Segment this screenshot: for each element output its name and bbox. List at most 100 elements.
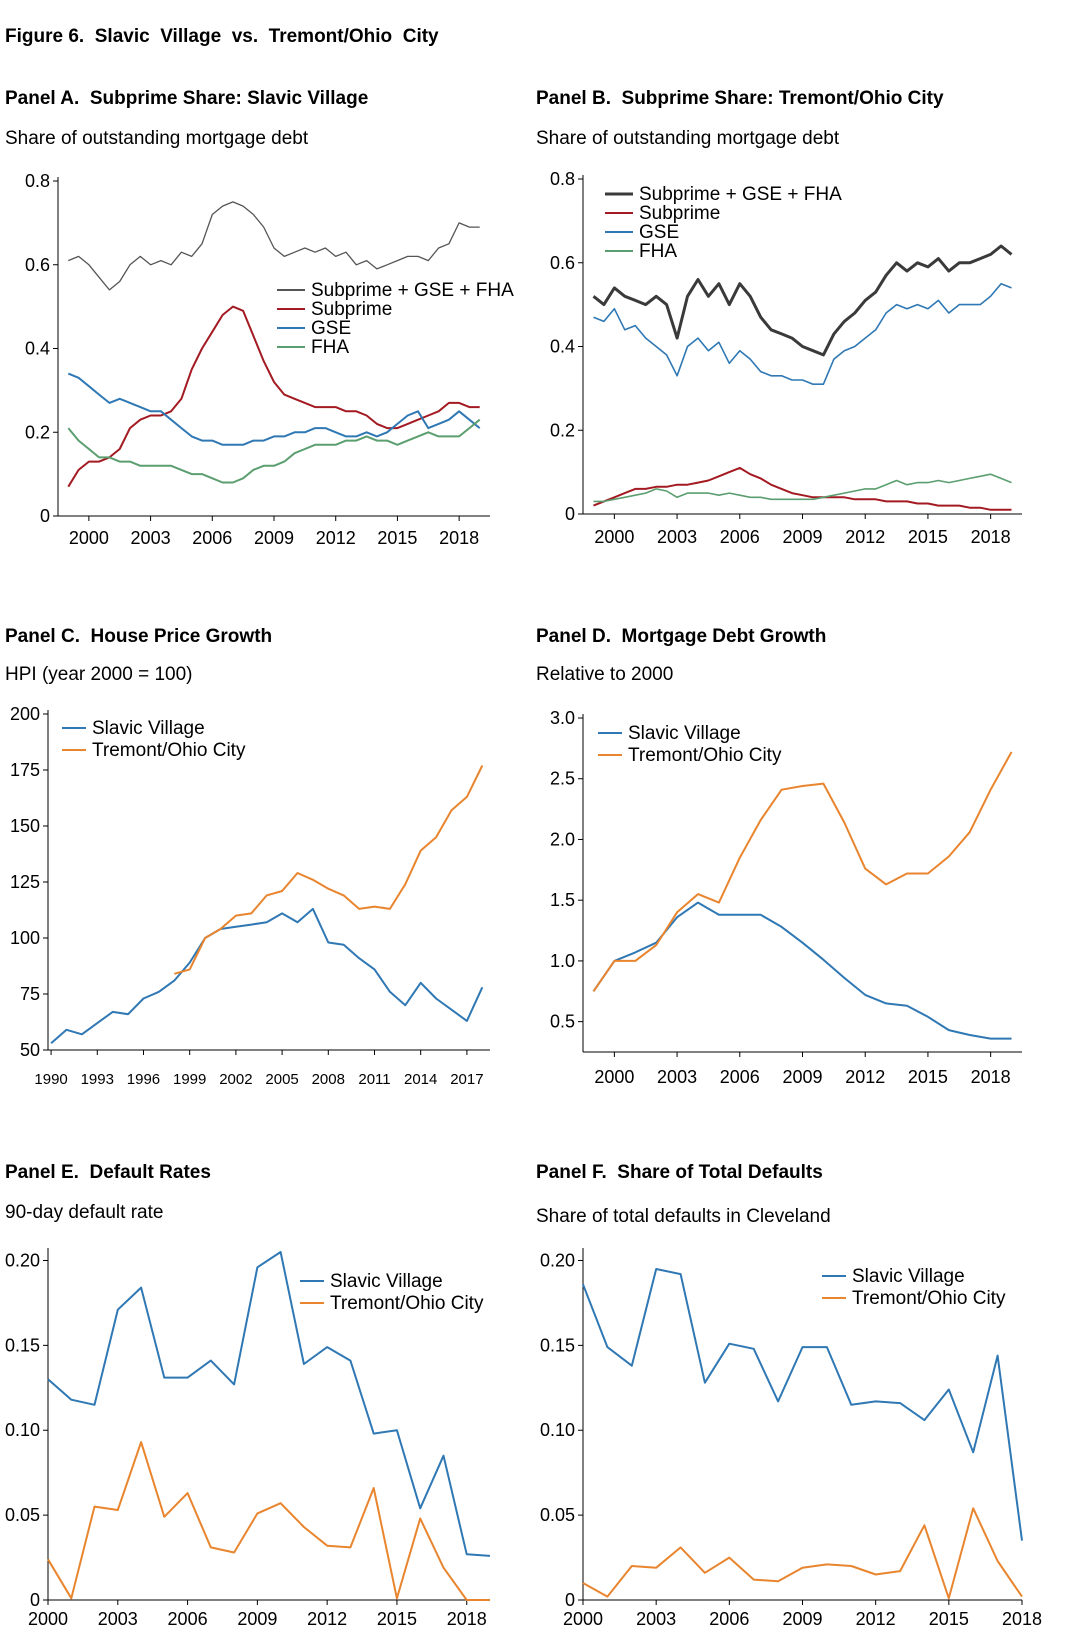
panel-e-x-tick-label: 2009 [237, 1609, 277, 1629]
panel-f-legend-label: Tremont/Ohio City [852, 1288, 1006, 1309]
panel-c-x-tick-label: 2005 [265, 1071, 298, 1088]
panel-c-y-tick-label: 100 [10, 928, 40, 948]
panel-e-x-tick-label: 2018 [447, 1609, 487, 1629]
panel-b-legend-label: FHA [639, 241, 677, 262]
panel-f-x-tick-label: 2009 [782, 1609, 822, 1629]
panel-e-legend-label: Slavic Village [330, 1271, 443, 1292]
panel-e-y-tick-label: 0 [30, 1590, 40, 1610]
panel-e-x-tick-label: 2012 [307, 1609, 347, 1629]
panel-b-y-tick-label: 0 [565, 504, 575, 524]
panel-e-title: Panel E. Default Rates [5, 1162, 211, 1183]
panel-e-y-tick-label: 0.05 [5, 1505, 40, 1525]
panel-c-y-tick-label: 175 [10, 760, 40, 780]
panel-f-y-tick-label: 0.20 [540, 1250, 575, 1270]
panel-b-x-tick-label: 2003 [657, 527, 697, 547]
panel-f-x-tick-label: 2006 [709, 1609, 749, 1629]
panel-a-legend-label: Subprime [311, 299, 392, 320]
panel-d-x-tick-label: 2006 [720, 1067, 760, 1087]
panel-c-legend-label: Tremont/Ohio City [92, 740, 246, 761]
panel-d-y-tick-label: 1.0 [550, 951, 575, 971]
panel-b-x-tick-label: 2009 [782, 527, 822, 547]
panel-e-x-tick-label: 2003 [98, 1609, 138, 1629]
panel-a-x-tick-label: 2015 [377, 528, 417, 548]
panel-b-series-gse [593, 282, 1012, 386]
panel-c-x-tick-label: 2011 [358, 1071, 390, 1088]
panel-d-y-tick-label: 2.0 [550, 829, 575, 849]
panel-c-x-tick-label: 2002 [219, 1071, 252, 1088]
panel-c-x-tick-label: 1990 [34, 1071, 67, 1088]
panel-f-y-tick-label: 0 [565, 1590, 575, 1610]
panel-b-x-tick-label: 2018 [971, 527, 1011, 547]
panel-c-y-tick-label: 150 [10, 816, 40, 836]
panel-a-x-tick-label: 2018 [439, 528, 479, 548]
panel-c-x-tick-label: 2014 [404, 1071, 437, 1088]
panel-d-y-tick-label: 3.0 [550, 708, 575, 728]
panel-a-y-tick-label: 0.8 [25, 171, 50, 191]
panel-a-y-tick-label: 0.6 [25, 255, 50, 275]
panel-a-series-fha [67, 418, 481, 484]
panel-a-title: Panel A. Subprime Share: Slavic Village [5, 88, 369, 109]
panel-b-title: Panel B. Subprime Share: Tremont/Ohio Ci… [536, 88, 944, 109]
panel-f-y-tick-label: 0.10 [540, 1420, 575, 1440]
panel-d-x-tick-label: 2015 [908, 1067, 948, 1087]
panel-d-x-tick-label: 2003 [657, 1067, 697, 1087]
panel-a-x-tick-label: 2009 [254, 528, 294, 548]
panel-d-legend-label: Slavic Village [628, 723, 741, 744]
panel-f-y-tick-label: 0.05 [540, 1505, 575, 1525]
panel-b-legend-label: Subprime [639, 203, 720, 224]
panel-b-y-tick-label: 0.8 [550, 169, 575, 189]
panel-a-x-tick-label: 2012 [316, 528, 356, 548]
panel-d-y-tick-label: 2.5 [550, 769, 575, 789]
panel-c-subtitle: HPI (year 2000 = 100) [5, 664, 193, 685]
panel-c-x-tick-label: 1999 [173, 1071, 206, 1088]
panel-c-series-tremont-ohio-city [174, 765, 484, 975]
panel-c-legend-label: Slavic Village [92, 718, 205, 739]
panel-e-x-tick-label: 2006 [168, 1609, 208, 1629]
panel-b-x-tick-label: 2006 [720, 527, 760, 547]
panel-e-subtitle: 90-day default rate [5, 1202, 164, 1223]
panel-c-x-tick-label: 1993 [81, 1071, 114, 1088]
panel-d-x-tick-label: 2000 [594, 1067, 634, 1087]
panel-b-subtitle: Share of outstanding mortgage debt [536, 128, 840, 149]
panel-b-series-subprime-gse-fha [592, 244, 1013, 357]
panel-f-series-slavic-village [582, 1268, 1023, 1541]
panel-e-x-tick-label: 2000 [28, 1609, 68, 1629]
panel-d-x-tick-label: 2009 [782, 1067, 822, 1087]
panel-a-series-subprime [67, 305, 480, 488]
panel-d-x-tick-label: 2018 [971, 1067, 1011, 1087]
panel-d-title: Panel D. Mortgage Debt Growth [536, 626, 827, 647]
panel-d-subtitle: Relative to 2000 [536, 664, 674, 685]
panel-e-y-tick-label: 0.15 [5, 1335, 40, 1355]
panel-f-legend-label: Slavic Village [852, 1266, 965, 1287]
panel-a-x-tick-label: 2000 [69, 528, 109, 548]
panel-a-x-tick-label: 2006 [192, 528, 232, 548]
panel-e-y-tick-label: 0.10 [5, 1420, 40, 1440]
panel-b-y-tick-label: 0.6 [550, 253, 575, 273]
panel-c-title: Panel C. House Price Growth [5, 626, 273, 647]
panel-c-y-tick-label: 75 [20, 984, 40, 1004]
panel-f-title: Panel F. Share of Total Defaults [536, 1162, 823, 1183]
figure-title: Figure 6. Slavic Village vs. Tremont/Ohi… [5, 26, 439, 47]
panel-c-y-tick-label: 125 [10, 872, 40, 892]
panel-b-x-tick-label: 2015 [908, 527, 948, 547]
panel-d-x-tick-label: 2012 [845, 1067, 885, 1087]
panel-e-y-tick-label: 0.20 [5, 1250, 40, 1270]
panel-b-y-tick-label: 0.4 [550, 337, 575, 357]
panel-f-x-tick-label: 2015 [929, 1609, 969, 1629]
panel-d-series-slavic-village [592, 901, 1012, 1040]
panel-c-x-tick-label: 1996 [127, 1071, 160, 1088]
panel-b-legend-label: Subprime + GSE + FHA [639, 184, 842, 205]
panel-a-legend-label: Subprime + GSE + FHA [311, 280, 514, 301]
panel-f-series-tremont-ohio-city [582, 1507, 1023, 1600]
panel-a-subtitle: Share of outstanding mortgage debt [5, 128, 309, 149]
panel-c-x-tick-label: 2008 [312, 1071, 345, 1088]
panel-e-series-slavic-village [47, 1251, 491, 1557]
panel-b-legend-label: GSE [639, 222, 679, 243]
panel-e-legend-label: Tremont/Ohio City [330, 1293, 484, 1314]
panel-a-legend-label: FHA [311, 337, 349, 358]
panel-a-y-tick-label: 0.4 [25, 339, 50, 359]
panel-b-y-tick-label: 0.2 [550, 420, 575, 440]
panel-f-y-tick-label: 0.15 [540, 1335, 575, 1355]
panel-f-subtitle: Share of total defaults in Cleveland [536, 1206, 831, 1227]
